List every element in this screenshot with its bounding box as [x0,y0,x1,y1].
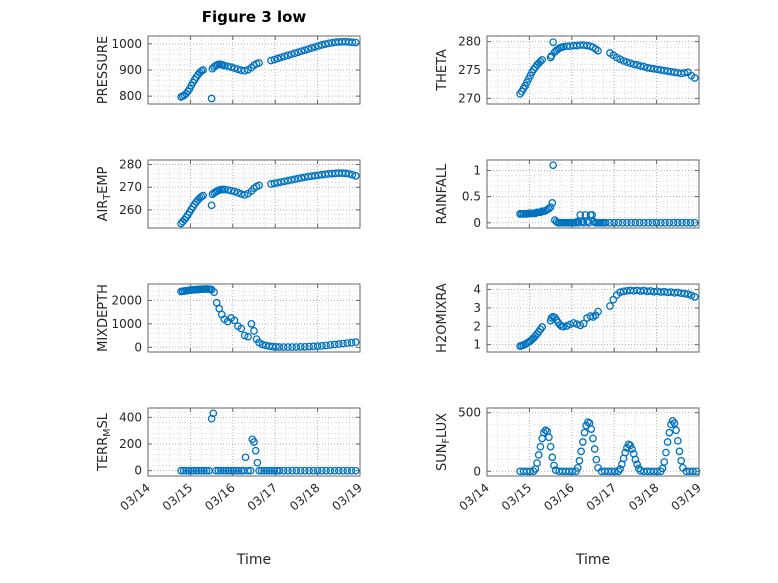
svg-text:0: 0 [134,464,142,478]
svg-text:200: 200 [119,437,142,451]
svg-text:0: 0 [134,340,142,354]
subplot-rainfall: 0 0.5 1 RAINFALL [433,156,705,240]
svg-text:260: 260 [119,203,142,217]
subplot-airtemp: 260 270 280 AIRTEMP [94,156,366,240]
svg-text:900: 900 [119,63,142,77]
subplot-terrmsl: 0 200 400 03/14 03/15 03/16 03/17 03/18 03/19 TER… [94,404,366,544]
svg-text:280: 280 [119,158,142,172]
svg-text:400: 400 [119,410,142,424]
svg-text:MIXDEPTH: MIXDEPTH [96,284,111,352]
svg-text:2: 2 [473,319,481,333]
subplot-pressure: 800 900 1000 PRESSURE [94,32,366,116]
svg-text:270: 270 [458,91,481,105]
svg-text:PRESSURE: PRESSURE [96,36,111,104]
svg-text:280: 280 [458,35,481,49]
svg-text:THETA: THETA [435,49,450,92]
svg-text:4: 4 [473,283,481,297]
svg-text:500: 500 [458,406,481,420]
svg-text:03/15: 03/15 [160,481,195,514]
x-axis-label-right: Time [575,552,611,568]
svg-text:2000: 2000 [111,293,142,307]
svg-text:SUNFLUX: SUNFLUX [435,413,452,471]
svg-text:1000: 1000 [111,317,142,331]
svg-text:03/18: 03/18 [287,481,322,514]
svg-text:275: 275 [458,63,481,77]
svg-text:TERRMSL: TERRMSL [96,412,113,472]
svg-text:03/18: 03/18 [626,481,661,514]
x-axis-label-left: Time [236,552,272,568]
svg-text:0.5: 0.5 [462,190,481,204]
subplot-mixdepth: 0 1000 2000 MIXDEPTH [94,280,366,364]
subplot-sunflux: 0 500 03/14 03/15 03/16 03/17 03/18 03/19 SUNFLU… [433,404,705,544]
svg-text:03/16: 03/16 [202,481,237,514]
svg-text:H2OMIXRA: H2OMIXRA [435,283,450,353]
subplot-theta: 270 275 280 THETA [433,32,705,116]
svg-text:03/14: 03/14 [456,481,491,514]
figure-title: Figure 3 low [201,8,307,26]
svg-text:03/14: 03/14 [117,481,152,514]
svg-text:1: 1 [473,338,481,352]
svg-text:1000: 1000 [111,37,142,51]
svg-text:0: 0 [473,216,481,230]
svg-text:800: 800 [119,89,142,103]
svg-text:03/16: 03/16 [541,481,576,514]
svg-text:270: 270 [119,180,142,194]
svg-text:3: 3 [473,301,481,315]
svg-text:03/19: 03/19 [668,481,703,514]
svg-text:03/19: 03/19 [329,481,364,514]
svg-text:AIRTEMP: AIRTEMP [96,166,113,221]
svg-text:03/15: 03/15 [499,481,534,514]
svg-text:RAINFALL: RAINFALL [435,163,450,224]
svg-text:03/17: 03/17 [245,481,280,514]
subplot-h2omixra: 1 2 3 4 H2OMIXRA [433,280,705,364]
svg-text:0: 0 [473,464,481,478]
svg-text:03/17: 03/17 [584,481,619,514]
svg-text:1: 1 [473,163,481,177]
